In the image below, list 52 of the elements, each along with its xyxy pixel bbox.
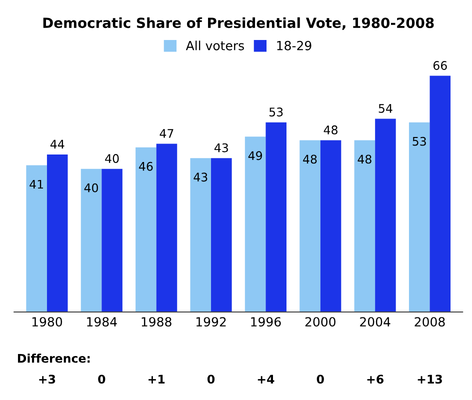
bar — [102, 168, 122, 312]
x-tick-label: 2004 — [360, 317, 390, 327]
data-label: 47 — [160, 129, 174, 138]
text: +13 — [418, 374, 442, 384]
bar — [300, 140, 320, 312]
bar — [46, 154, 68, 312]
data-label: 43 — [194, 172, 208, 182]
bar — [136, 147, 156, 312]
x-tick-label: 1996 — [251, 317, 281, 327]
data-label: 53 — [412, 136, 426, 146]
x-tick-label: 2008 — [414, 317, 445, 327]
legend-label: 18-29 — [277, 40, 312, 50]
x-tick-label: 1984 — [87, 317, 117, 327]
bar — [190, 158, 212, 312]
data-label: 48 — [303, 154, 317, 164]
chart-title: Democratic Share of Presidential Vote, 1980-2008 — [43, 17, 434, 30]
bar — [430, 76, 451, 312]
data-label: 43 — [214, 143, 228, 152]
data-label: 46 — [139, 162, 153, 171]
bar — [244, 136, 266, 312]
data-label: 53 — [269, 108, 283, 116]
bar — [156, 144, 178, 312]
data-label: 49 — [248, 151, 262, 160]
x-tick-label: 1980 — [32, 317, 62, 327]
text: 0 — [316, 374, 324, 384]
data-label: 40 — [84, 183, 98, 192]
data-label: 54 — [378, 104, 392, 113]
text: 0 — [98, 374, 106, 384]
bar — [354, 140, 376, 312]
x-tick-label: 1988 — [142, 317, 172, 327]
data-label: 48 — [358, 154, 372, 164]
bar — [26, 165, 47, 312]
text: Difference: — [18, 354, 90, 363]
data-label: 44 — [50, 140, 64, 149]
data-label: 48 — [324, 125, 338, 134]
text: +1 — [148, 374, 165, 384]
bar — [408, 122, 430, 312]
x-tick-label: 1992 — [196, 317, 226, 327]
data-label: 41 — [30, 180, 43, 189]
text: +4 — [258, 374, 274, 384]
text: 0 — [207, 374, 215, 384]
data-label: 40 — [105, 154, 119, 163]
bar — [266, 122, 286, 312]
bar — [320, 140, 342, 312]
bar — [80, 168, 102, 312]
bar — [211, 158, 232, 312]
text: +6 — [367, 374, 384, 384]
x-tick-label: 2000 — [305, 317, 336, 327]
legend-label: All voters — [186, 40, 244, 50]
text: +3 — [39, 374, 56, 384]
data-label: 66 — [433, 61, 447, 70]
bar — [375, 118, 396, 312]
